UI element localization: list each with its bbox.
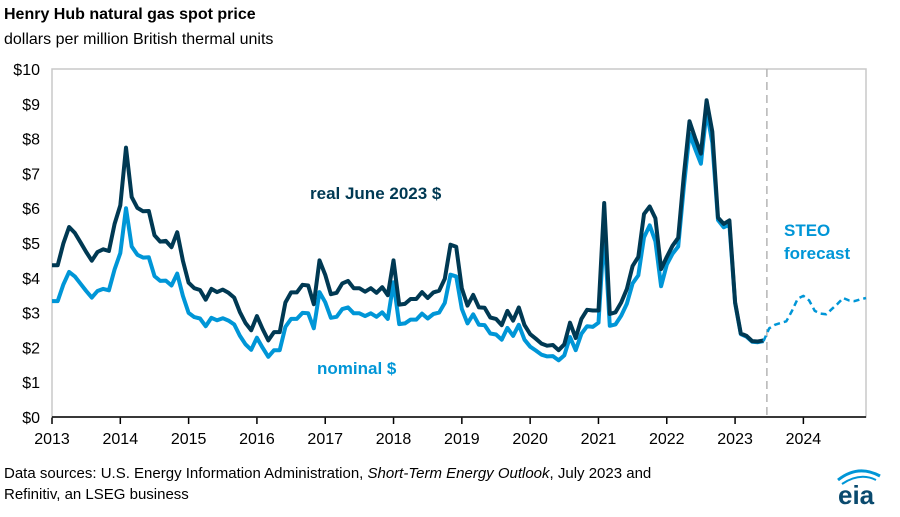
y-tick-label: $9 — [22, 97, 40, 114]
data-sources: Data sources: U.S. Energy Information Ad… — [4, 463, 651, 505]
source-text: Data sources: U.S. Energy Information Ad… — [4, 465, 368, 482]
x-tick-label: 2024 — [786, 431, 822, 448]
x-tick-label: 2021 — [581, 431, 617, 448]
chart-subtitle: dollars per million British thermal unit… — [4, 31, 274, 48]
x-tick-label: 2022 — [649, 431, 685, 448]
x-tick-label: 2013 — [34, 431, 70, 448]
x-axis: 2013 2014 2015 2016 2017 2018 2019 2020 2021 2022… — [34, 417, 821, 448]
series-line-steo-forecast — [762, 294, 867, 342]
y-tick-label: $8 — [22, 132, 40, 149]
x-tick-label: 2019 — [444, 431, 480, 448]
label-nominal: nominal $ — [317, 359, 397, 378]
y-tick-label: $2 — [22, 340, 40, 357]
x-tick-label: 2018 — [376, 431, 412, 448]
x-tick-label: 2017 — [307, 431, 343, 448]
label-steo-1: STEO — [784, 221, 830, 240]
x-tick-label: 2016 — [239, 431, 275, 448]
y-tick-label: $1 — [22, 375, 40, 392]
y-tick-label: $0 — [22, 410, 40, 427]
source-line2: Refinitiv, an LSEG business — [4, 486, 189, 503]
source-italic: Short-Term Energy Outlook — [367, 465, 550, 482]
y-tick-label: $4 — [22, 271, 40, 288]
y-tick-label: $6 — [22, 201, 40, 218]
y-tick-label: $7 — [22, 166, 40, 183]
chart-title: Henry Hub natural gas spot price — [4, 6, 256, 23]
label-real: real June 2023 $ — [310, 184, 442, 203]
series-line-real-june-2023 — [52, 98, 764, 353]
y-axis: $0 $1 $2 $3 $4 $5 $6 $7 $8 $9 $10 — [13, 62, 40, 427]
eia-logo: eia — [832, 466, 884, 513]
x-tick-label: 2015 — [171, 431, 207, 448]
x-tick-label: 2023 — [717, 431, 753, 448]
source-suffix: , July 2023 and — [549, 465, 652, 482]
x-tick-label: 2014 — [103, 431, 139, 448]
y-tick-label: $5 — [22, 236, 40, 253]
svg-text:eia: eia — [838, 480, 875, 508]
y-tick-label: $3 — [22, 306, 40, 323]
label-steo-2: forecast — [784, 244, 850, 263]
y-tick-label: $10 — [13, 62, 40, 79]
x-tick-label: 2020 — [512, 431, 548, 448]
series-line-nominal — [52, 108, 764, 363]
